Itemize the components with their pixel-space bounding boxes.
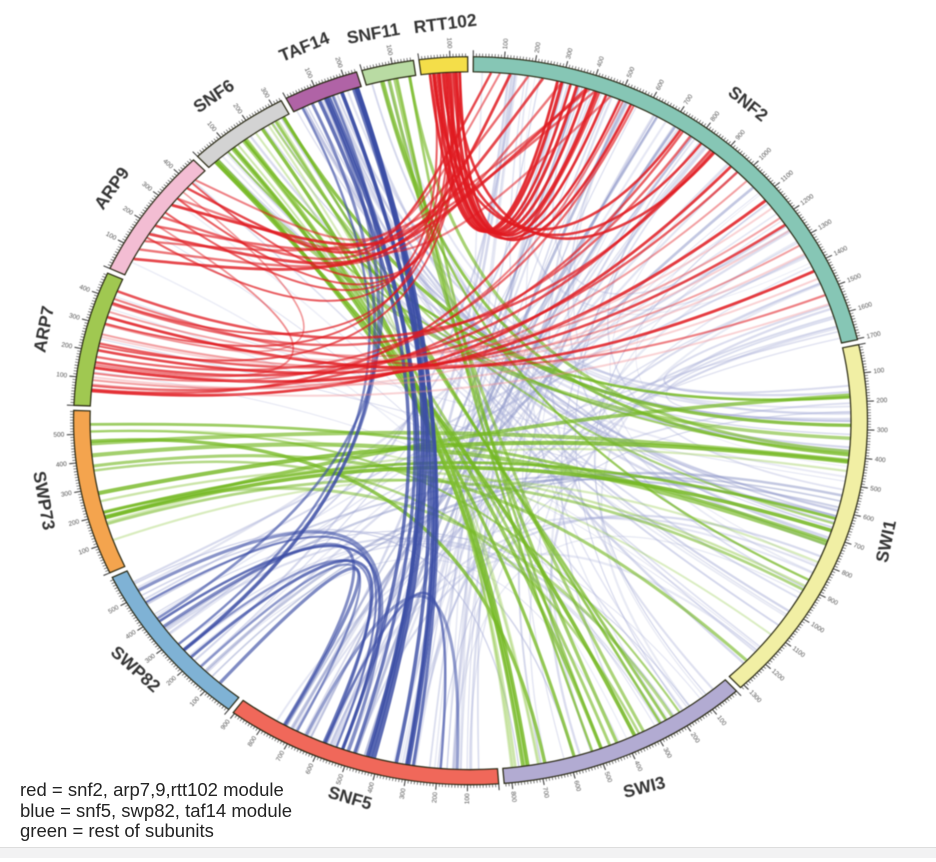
svg-text:100: 100 (445, 37, 453, 49)
svg-text:700: 700 (852, 542, 865, 552)
svg-text:200: 200 (431, 791, 439, 803)
svg-text:100: 100 (56, 371, 68, 379)
svg-text:100: 100 (385, 44, 394, 56)
svg-text:200: 200 (876, 397, 888, 405)
svg-text:500: 500 (107, 604, 120, 616)
svg-text:500: 500 (626, 66, 637, 79)
svg-text:600: 600 (655, 78, 666, 91)
svg-text:200: 200 (61, 341, 73, 350)
svg-text:500: 500 (870, 485, 882, 494)
svg-text:400: 400 (56, 461, 68, 469)
svg-text:200: 200 (689, 731, 701, 744)
svg-text:300: 300 (565, 47, 574, 60)
svg-text:200: 200 (534, 41, 543, 53)
svg-text:100: 100 (78, 546, 91, 556)
svg-text:700: 700 (275, 750, 286, 763)
svg-text:100: 100 (303, 67, 314, 80)
svg-text:100: 100 (873, 367, 885, 375)
svg-text:300: 300 (68, 312, 81, 322)
svg-text:100: 100 (502, 38, 510, 50)
svg-text:900: 900 (826, 596, 839, 608)
svg-text:300: 300 (60, 490, 72, 499)
svg-text:500: 500 (335, 773, 345, 786)
svg-text:800: 800 (840, 569, 853, 580)
svg-text:300: 300 (399, 787, 408, 799)
svg-text:400: 400 (367, 781, 377, 794)
svg-text:800: 800 (247, 735, 259, 748)
svg-text:500: 500 (53, 432, 64, 439)
svg-text:200: 200 (333, 56, 343, 69)
svg-text:400: 400 (78, 284, 91, 294)
svg-text:300: 300 (661, 747, 673, 760)
svg-text:100: 100 (464, 793, 471, 804)
svg-text:400: 400 (633, 760, 644, 773)
svg-text:600: 600 (862, 514, 875, 524)
svg-text:1600: 1600 (857, 301, 873, 312)
svg-text:400: 400 (874, 456, 886, 464)
svg-text:700: 700 (683, 93, 695, 106)
svg-text:600: 600 (572, 780, 582, 793)
svg-text:800: 800 (509, 791, 517, 803)
svg-text:500: 500 (603, 771, 613, 784)
svg-text:400: 400 (596, 55, 606, 68)
svg-text:100: 100 (104, 231, 117, 243)
svg-text:300: 300 (877, 427, 888, 434)
svg-text:300: 300 (259, 87, 271, 100)
svg-text:200: 200 (68, 518, 81, 528)
svg-text:1700: 1700 (866, 330, 882, 340)
svg-text:600: 600 (305, 762, 316, 775)
svg-text:700: 700 (541, 787, 550, 799)
